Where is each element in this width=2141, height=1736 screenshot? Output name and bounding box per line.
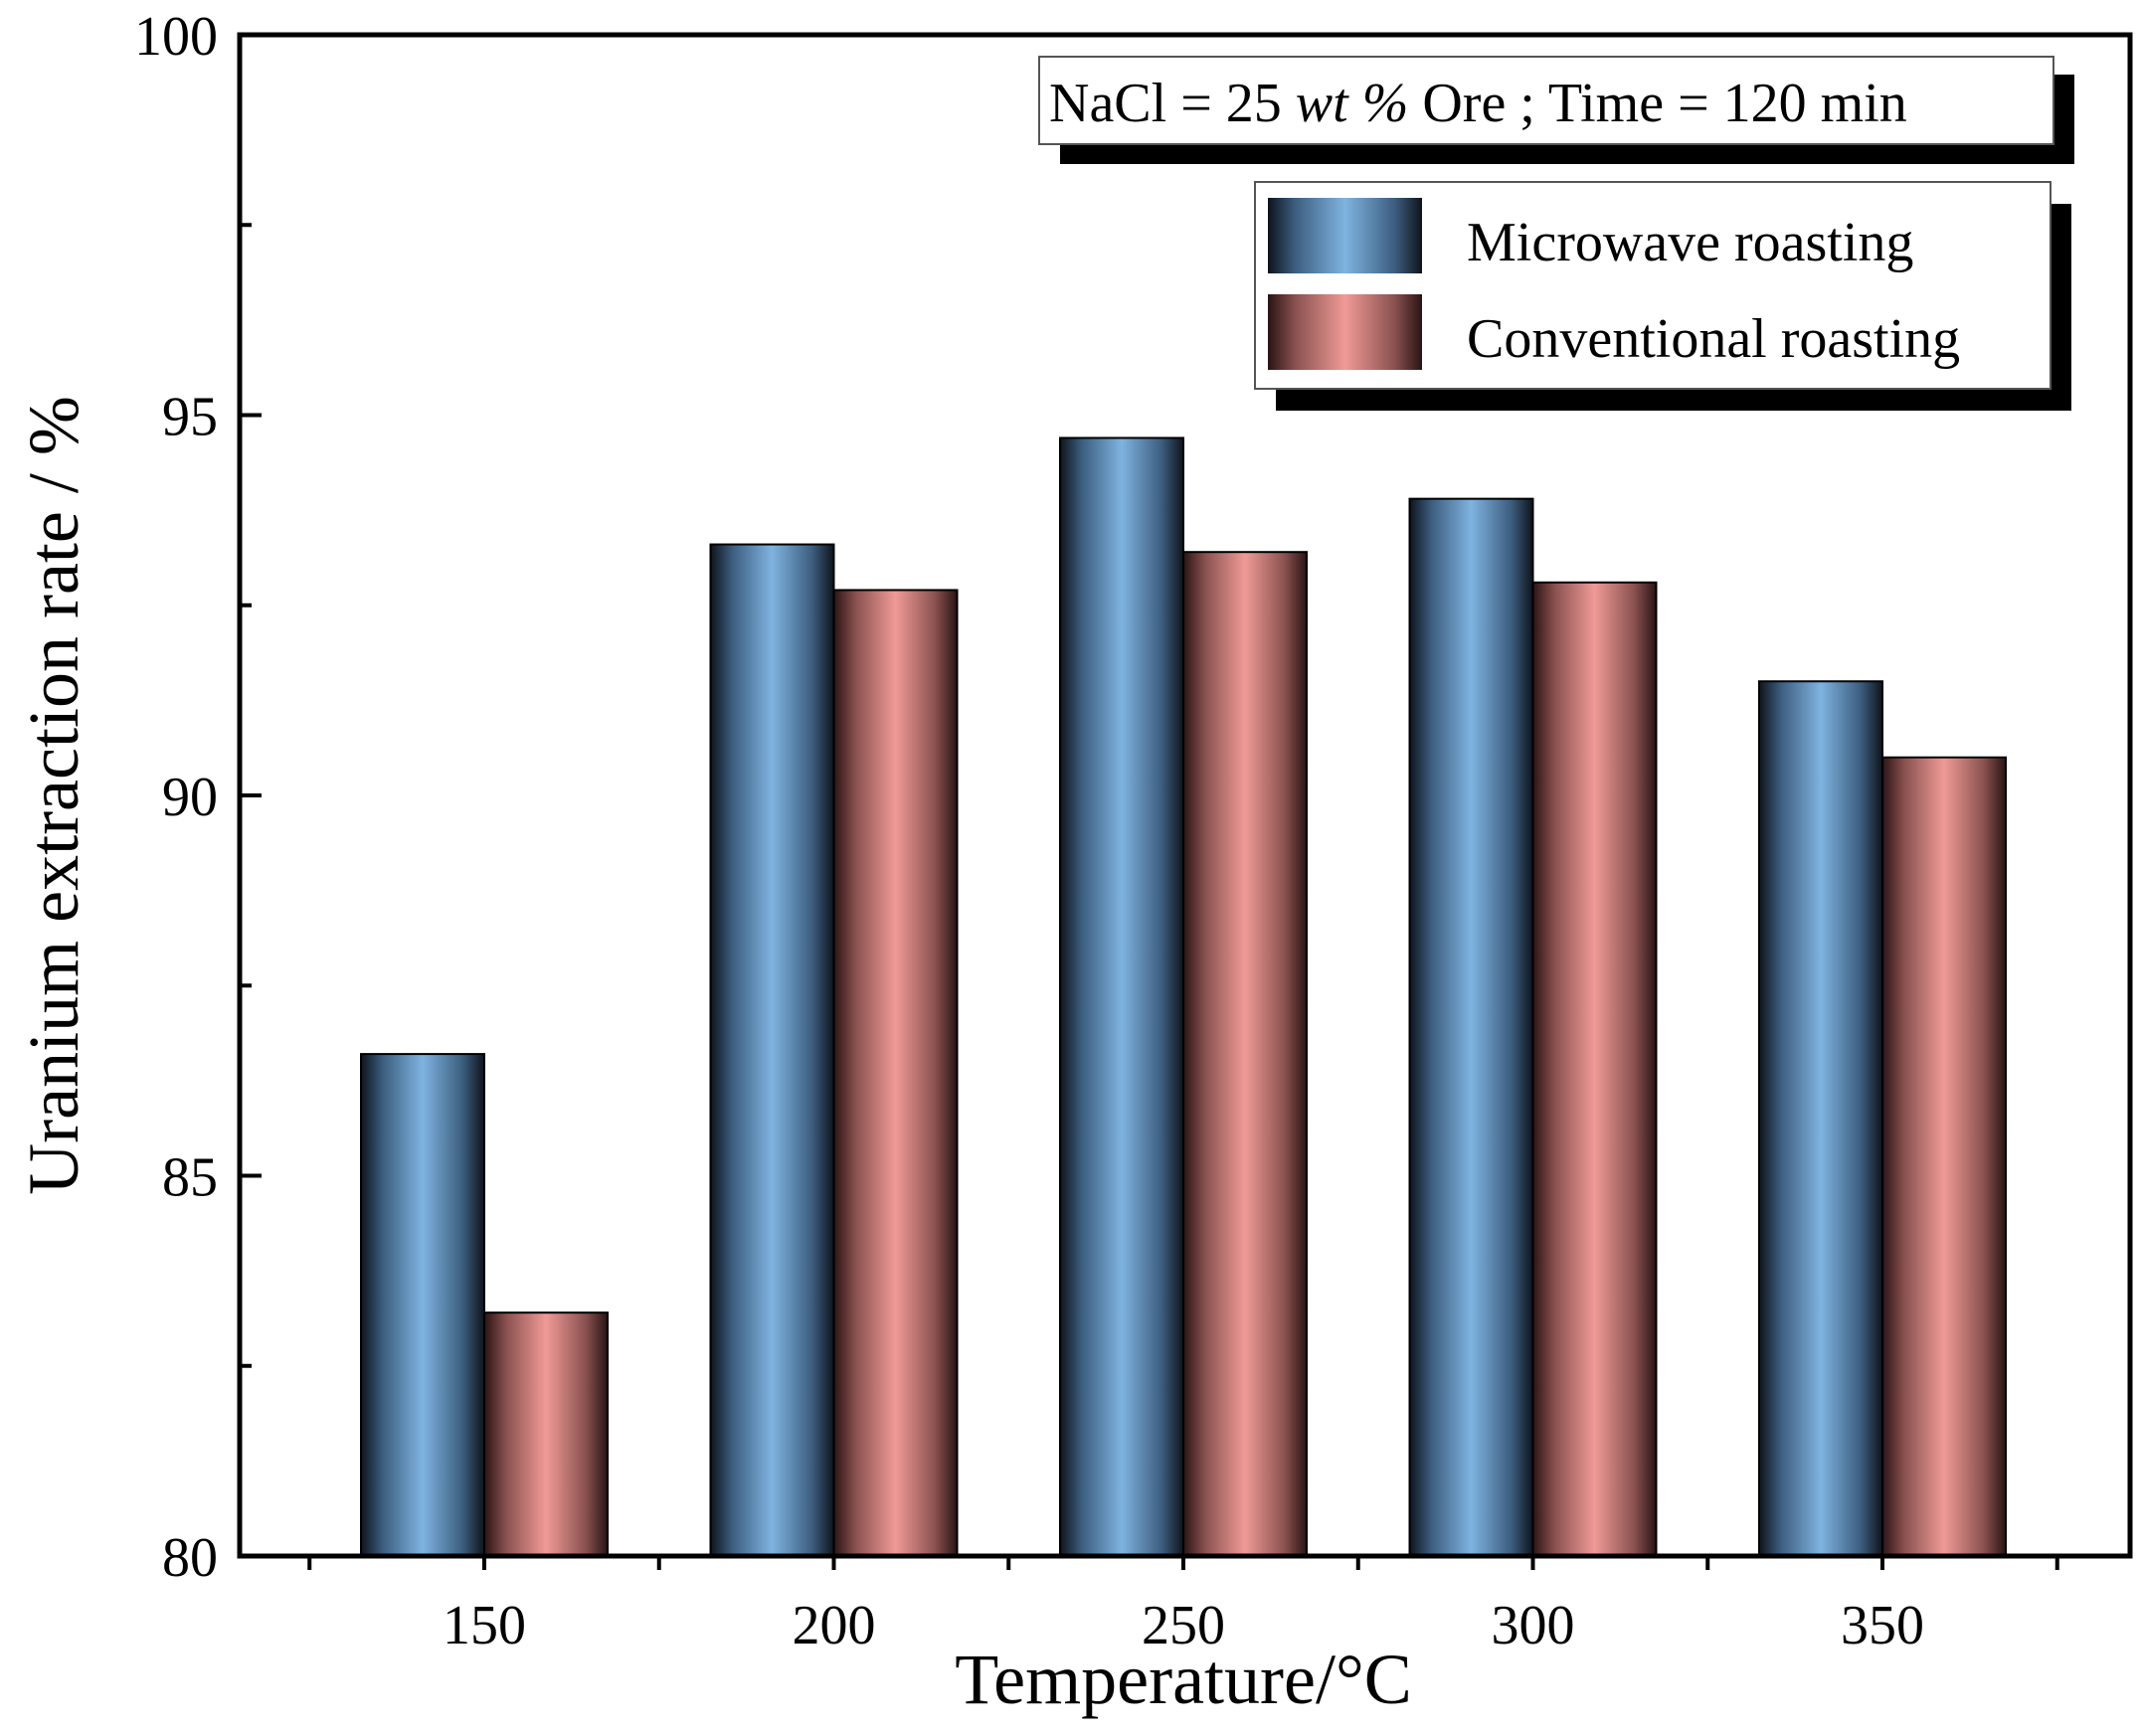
y-tick-label-95: 95 <box>162 387 218 448</box>
bar-microwave-roasting-250 <box>1059 436 1184 1558</box>
bar-microwave-roasting-150 <box>360 1053 485 1557</box>
legend-label-microwave: Microwave roasting <box>1467 212 1913 273</box>
bar-conventional-roasting-300 <box>1531 581 1658 1557</box>
legend-swatch-conventional <box>1268 294 1422 370</box>
legend: Microwave roasting Conventional roasting <box>1254 181 2071 411</box>
x-tick-label-250: 250 <box>1142 1595 1225 1656</box>
annotation-box: NaCl = 25 wt % Ore ; Time = 120 min <box>1038 56 2074 164</box>
legend-label-conventional: Conventional roasting <box>1467 308 1960 370</box>
bar-microwave-roasting-200 <box>709 543 835 1557</box>
annotation-italic: wt % <box>1296 73 1409 134</box>
annotation-prefix: NaCl = 25 <box>1049 73 1296 134</box>
y-tick-label-85: 85 <box>162 1147 218 1209</box>
annotation-frame <box>1038 56 2054 145</box>
x-tick-label-150: 150 <box>443 1595 526 1656</box>
bar-conventional-roasting-250 <box>1182 551 1308 1557</box>
y-tick-label-80: 80 <box>162 1527 218 1589</box>
x-tick-label-300: 300 <box>1492 1595 1575 1656</box>
bar-microwave-roasting-300 <box>1408 497 1534 1557</box>
bars-group <box>360 436 2007 1558</box>
y-axis-title: Uranium extraction rate / % <box>14 396 93 1195</box>
annotation-suffix: Ore ; Time = 120 min <box>1408 73 1906 134</box>
x-tick-label-350: 350 <box>1841 1595 1924 1656</box>
bar-microwave-roasting-350 <box>1758 680 1883 1557</box>
x-tick-label-200: 200 <box>793 1595 876 1656</box>
x-axis-title: Temperature/°C <box>955 1640 1412 1719</box>
bar-conventional-roasting-150 <box>483 1311 609 1557</box>
bar-conventional-roasting-350 <box>1881 756 2007 1557</box>
bar-conventional-roasting-200 <box>832 589 959 1557</box>
y-tick-label-100: 100 <box>134 6 218 68</box>
y-tick-label-90: 90 <box>162 767 218 828</box>
annotation-text: NaCl = 25 wt % Ore ; Time = 120 min <box>1049 73 1907 134</box>
ticks-group: 80 85 90 95 100 150 200 250 300 350 <box>134 6 2059 1656</box>
legend-swatch-microwave <box>1268 198 1422 273</box>
